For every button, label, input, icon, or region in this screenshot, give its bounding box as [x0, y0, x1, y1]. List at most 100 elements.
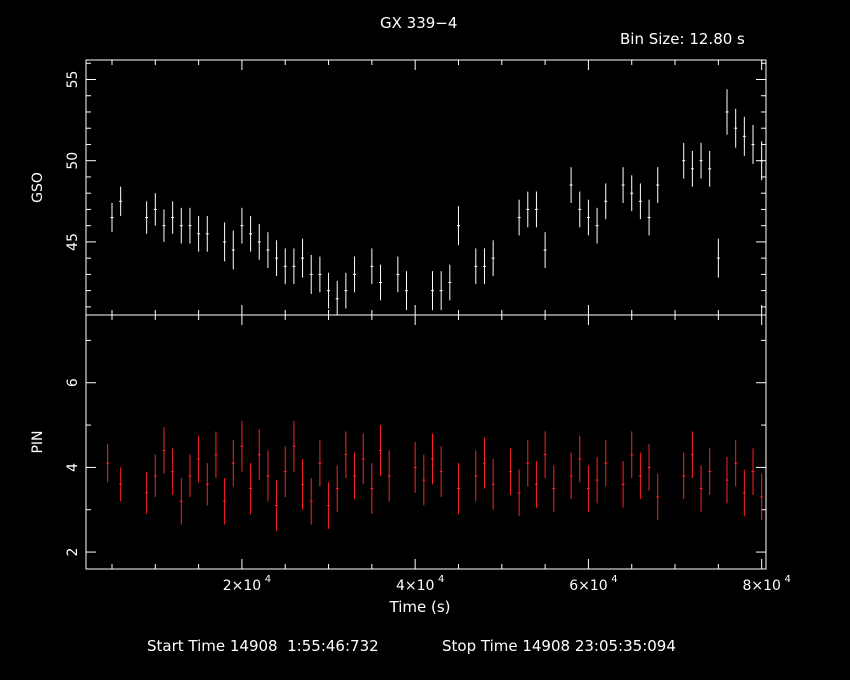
data-point: [708, 448, 712, 495]
data-point: [240, 420, 244, 472]
data-point: [760, 141, 764, 181]
y-tick-label: 55: [65, 71, 81, 89]
y-tick-label: 4: [65, 463, 81, 472]
data-point: [153, 193, 157, 226]
data-point: [301, 238, 305, 278]
data-point: [742, 469, 746, 517]
data-point: [578, 435, 582, 483]
y-tick-label: 50: [65, 152, 81, 170]
data-point: [119, 186, 123, 216]
data-point: [699, 465, 703, 512]
data-point: [162, 427, 166, 474]
data-point: [370, 248, 374, 285]
data-point: [734, 108, 738, 148]
data-point: [690, 150, 694, 187]
y-tick-label: 2: [65, 548, 81, 557]
data-point: [491, 458, 495, 510]
data-point: [179, 477, 183, 525]
data-point: [266, 232, 270, 268]
data-point: [188, 454, 192, 498]
data-point: [214, 431, 218, 478]
data-point: [344, 431, 348, 478]
x-tick-label: 2×10: [223, 578, 261, 594]
data-point: [422, 454, 426, 506]
data-point: [275, 480, 279, 531]
data-point: [205, 215, 209, 252]
data-point: [647, 199, 651, 236]
x-tick-label: 8×10: [742, 578, 780, 594]
data-point: [439, 446, 443, 498]
data-point: [231, 439, 235, 487]
x-tick-exponent: 4: [438, 574, 444, 585]
data-point: [145, 201, 149, 234]
x-tick-label: 4×10: [396, 578, 434, 594]
data-point: [630, 175, 634, 212]
data-point: [526, 191, 530, 228]
data-point: [396, 256, 400, 293]
data-point: [318, 439, 322, 487]
data-point: [682, 452, 686, 500]
series-bottom: [106, 420, 764, 531]
data-point: [586, 199, 590, 236]
data-point: [569, 452, 573, 500]
chart-title: GX 339−4: [380, 14, 458, 32]
data-point: [257, 429, 261, 481]
data-point: [456, 206, 460, 246]
data-point: [474, 248, 478, 285]
data-point: [379, 425, 383, 476]
data-point: [119, 467, 123, 502]
data-point: [638, 452, 642, 500]
bin-size-label: Bin Size: 12.80 s: [620, 30, 745, 48]
data-point: [751, 124, 755, 164]
data-point: [197, 215, 201, 252]
data-point: [439, 271, 443, 311]
data-point: [110, 202, 114, 233]
data-point: [301, 458, 305, 510]
data-point: [725, 89, 729, 135]
data-point: [370, 463, 374, 514]
data-point: [309, 477, 313, 525]
x-tick-exponent: 4: [784, 574, 790, 585]
data-point: [638, 183, 642, 220]
data-point: [647, 444, 651, 491]
data-point: [482, 437, 486, 489]
data-point: [578, 191, 582, 228]
data-point: [708, 150, 712, 187]
data-point: [379, 264, 383, 301]
data-point: [734, 439, 738, 487]
data-point: [171, 448, 175, 495]
data-point: [327, 272, 331, 309]
data-point: [543, 232, 547, 268]
data-point: [716, 238, 720, 278]
data-point: [751, 448, 755, 495]
data-point: [656, 473, 660, 521]
data-point: [145, 471, 149, 514]
data-point: [742, 116, 746, 156]
data-point: [586, 465, 590, 512]
data-point: [405, 271, 409, 311]
data-point: [543, 431, 547, 478]
data-point: [630, 431, 634, 478]
data-point: [344, 272, 348, 309]
data-point: [353, 256, 357, 293]
data-point: [508, 448, 512, 495]
data-point: [413, 442, 417, 493]
stop-time-label: Stop Time 14908 23:05:35:094: [442, 637, 676, 655]
data-point: [257, 224, 261, 260]
data-point: [292, 248, 296, 285]
data-point: [430, 433, 434, 485]
y-tick-label: 45: [65, 233, 81, 251]
data-point: [223, 222, 227, 262]
data-point: [725, 456, 729, 504]
data-point: [690, 431, 694, 478]
x-tick-exponent: 4: [265, 574, 271, 585]
data-point: [266, 450, 270, 502]
data-point: [171, 201, 175, 234]
data-point: [106, 444, 110, 483]
data-point: [275, 240, 279, 277]
data-point: [249, 463, 253, 514]
data-point: [335, 465, 339, 512]
start-time-label: Start Time 14908 1:55:46:732: [147, 637, 379, 655]
x-tick-label: 6×10: [569, 578, 607, 594]
